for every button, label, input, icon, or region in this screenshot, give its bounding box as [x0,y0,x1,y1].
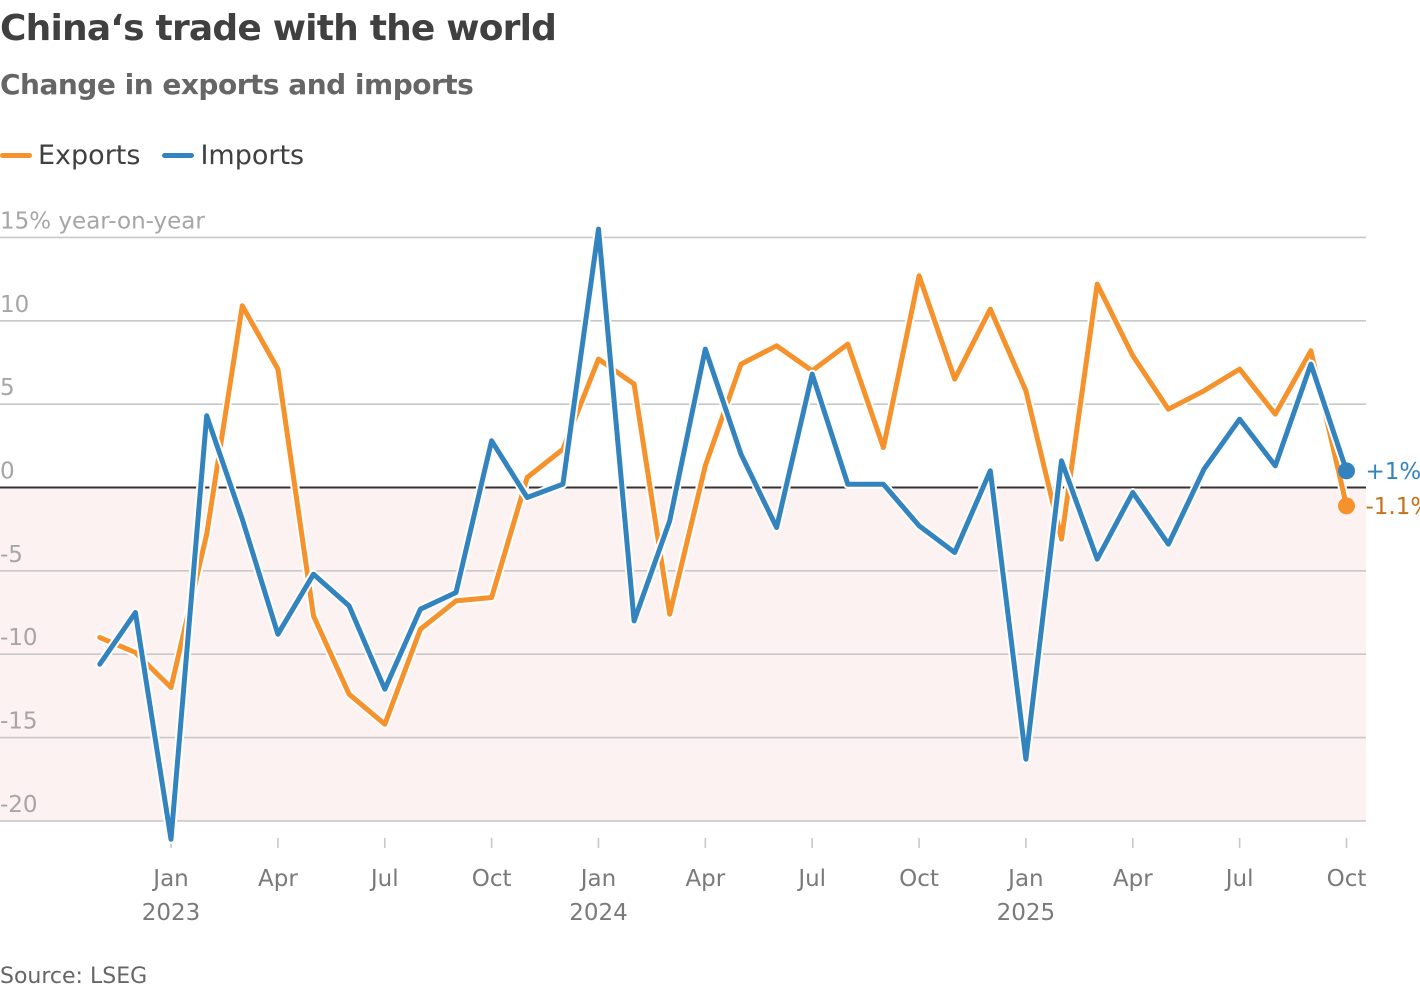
y-tick-label: 10 [0,292,29,318]
end-marker-imports [1338,462,1355,480]
end-markers: -1.1% +1% [1338,459,1420,520]
x-tick-label: Jul [1224,866,1254,892]
end-label-exports: -1.1% [1366,494,1420,520]
legend-label-exports: Exports [38,140,141,171]
y-axis-labels: 15% year-on-year 10 5 0 -5 -10 -15 -20 [0,208,205,817]
x-tick-year-label: 2025 [997,900,1056,926]
legend-item-exports: Exports [0,140,140,171]
x-tick-year-label: 2023 [142,900,201,926]
x-tick-label: Apr [1113,866,1153,892]
y-tick-label: -20 [0,792,38,818]
x-tick-label: Jul [369,866,399,892]
y-tick-label: -10 [0,625,38,651]
chart-subtitle: Change in exports and imports [0,68,474,101]
series-line-imports [97,226,1349,842]
x-axis: Jan 2023 Apr Jul Oct Jan 2024 Apr Jul Oct Jan 2025 A… [142,838,1367,926]
y-tick-label: 5 [0,375,15,401]
x-tick-label: Oct [472,866,512,892]
x-tick-label: Jan [579,866,616,892]
chart-title: China‘s trade with the world [0,8,557,49]
end-label-imports: +1% [1366,459,1420,485]
legend-label-imports: Imports [200,140,305,171]
x-tick-label: Jan [1006,866,1043,892]
x-tick-label: Apr [258,866,298,892]
x-tick-label: Oct [1327,866,1367,892]
x-tick-label: Apr [685,866,725,892]
x-tick-year-label: 2024 [569,900,628,926]
y-tick-label: 0 [0,459,15,485]
series-lines [95,224,1351,844]
x-tick-label: Jul [796,866,826,892]
end-marker-exports [1338,497,1355,515]
source-note: Source: LSEG [0,964,148,989]
x-tick-label: Jan [151,866,188,892]
y-tick-label: -5 [0,542,23,568]
legend-swatch-imports [162,153,195,158]
legend: Exports Imports [0,140,326,171]
legend-item-imports: Imports [162,140,304,171]
y-tick-label: -15 [0,709,38,735]
y-tick-label: 15% year-on-year [0,208,205,234]
legend-swatch-exports [0,153,32,158]
x-tick-label: Oct [899,866,939,892]
